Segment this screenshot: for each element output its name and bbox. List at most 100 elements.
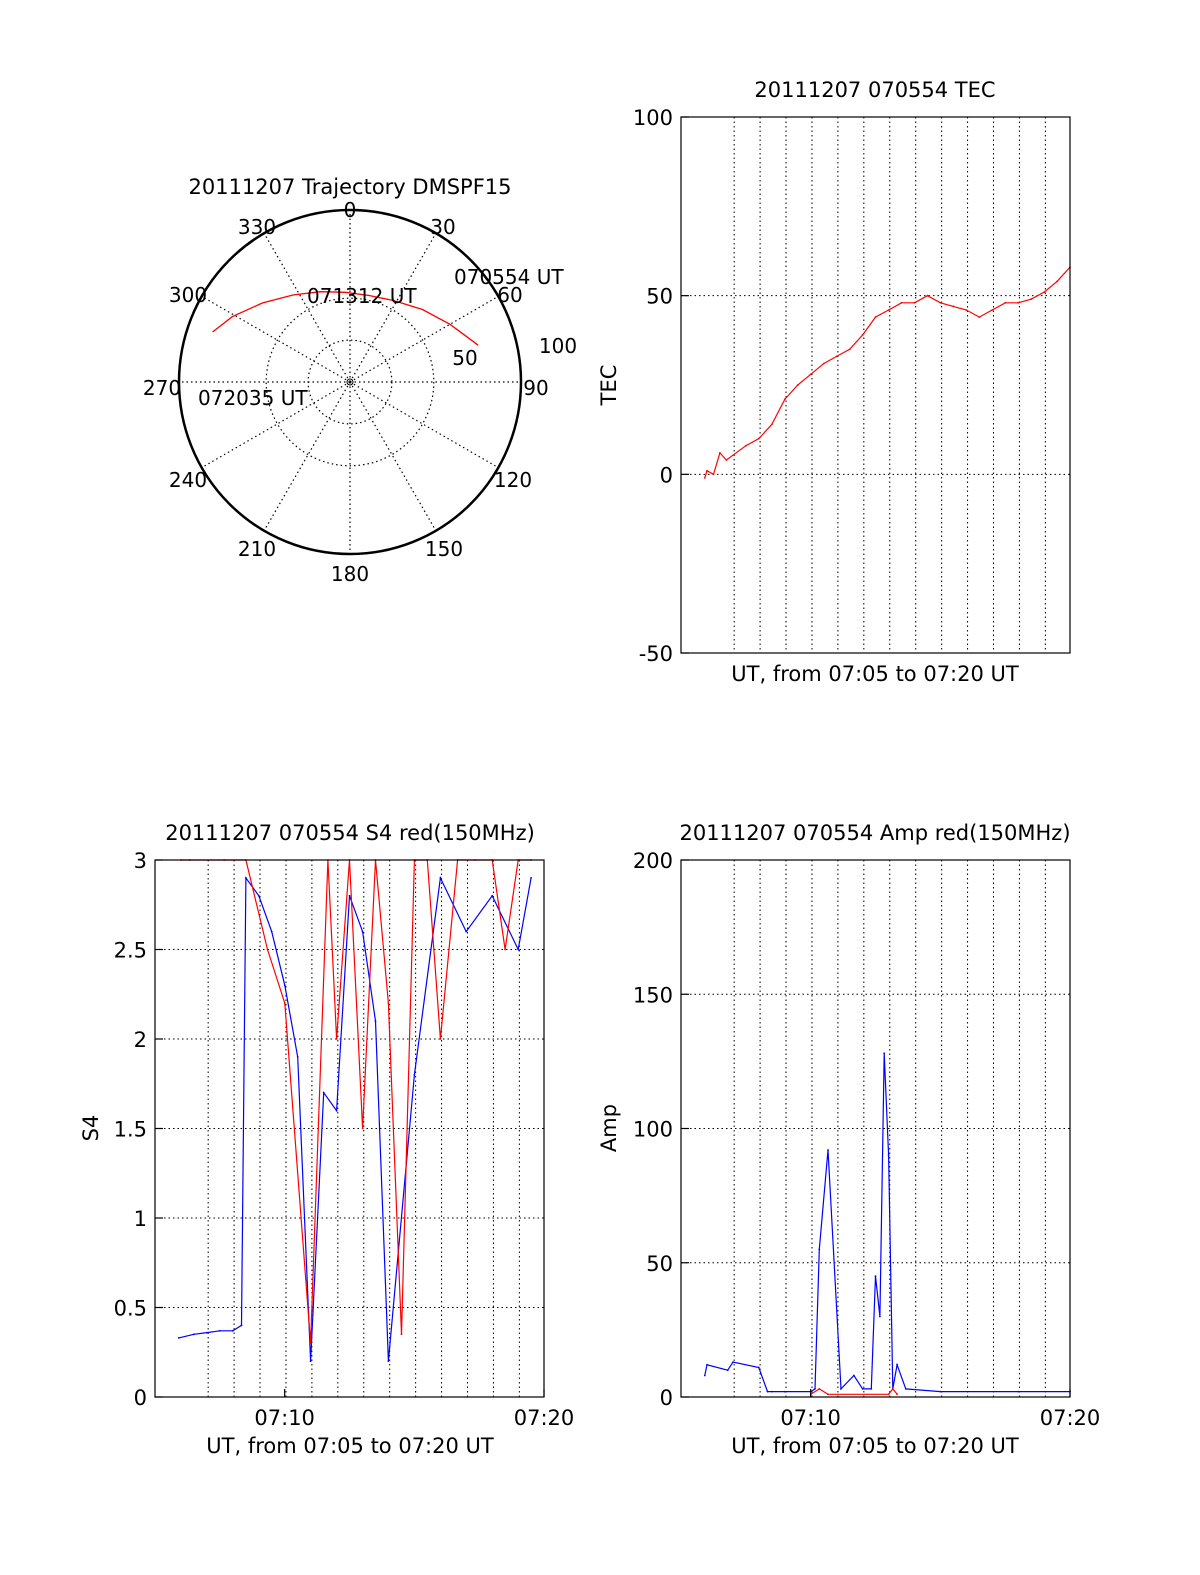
tec-data-point <box>783 398 786 401</box>
polar-grid-spoke <box>263 233 351 383</box>
amp-data-point <box>1017 1390 1020 1393</box>
polar-grid-spoke <box>201 295 351 383</box>
amp-data-point <box>706 1363 708 1366</box>
tec-data-point <box>1017 301 1020 304</box>
s4-data-point <box>240 1324 243 1327</box>
tec-series-line-0 <box>704 266 1071 479</box>
tec-data-point <box>725 459 728 461</box>
tec-title: 20111207 070554 TEC <box>754 78 995 102</box>
s4-data-point <box>206 1331 208 1334</box>
tec-data-point <box>900 301 903 304</box>
tec-ytick-label-0: 0 <box>660 463 673 487</box>
polar-angle-label-30: 30 <box>430 215 455 239</box>
polar-panel: 20111207 Trajectory DMSPF15 0 30 60 90 120 15… <box>143 175 577 586</box>
s4-data-point <box>361 930 364 933</box>
tec-data-point <box>745 444 747 447</box>
tec-data-point <box>848 348 851 351</box>
polar-angle-label-90: 90 <box>523 376 548 400</box>
polar-trajectory-series <box>212 291 479 346</box>
s4-ytick-label-0: 0 <box>134 1386 147 1410</box>
polar-angle-label-60: 60 <box>497 283 522 307</box>
tec-data-point <box>861 334 864 336</box>
s4-data-point <box>177 1337 180 1339</box>
s4-title: 20111207 070554 S4 red(150MHz) <box>165 821 535 845</box>
s4-data-point <box>309 1360 312 1363</box>
tec-data-point <box>965 309 968 311</box>
amp-ytick-label-0: 0 <box>660 1386 673 1410</box>
amp-data-point <box>879 1315 881 1318</box>
s4-data-point <box>348 894 351 897</box>
s4-x-axis-label: UT, from 07:05 to 07:20 UT <box>206 1434 494 1458</box>
amp-ytick-label-100: 100 <box>633 1118 673 1142</box>
amp-data-point <box>887 1393 890 1396</box>
s4-data-point <box>374 1020 377 1022</box>
amp-data-point <box>874 1275 877 1278</box>
amp-data-point <box>891 1388 894 1390</box>
amp-data-point <box>766 1390 769 1393</box>
tec-data-point <box>712 473 715 476</box>
polar-center-marker <box>346 378 354 386</box>
tec-plot-frame <box>680 116 1071 654</box>
polar-grid-spoke <box>201 381 351 469</box>
s4-data-point <box>413 1073 416 1076</box>
amp-title: 20111207 070554 Amp red(150MHz) <box>679 821 1070 845</box>
amp-series-line-0 <box>704 1053 1070 1393</box>
s4-ytick-label-2-5: 2.5 <box>114 939 147 963</box>
amp-data-point <box>783 1390 786 1393</box>
polar-grid-spoke <box>349 381 499 469</box>
tec-data-point <box>913 301 916 304</box>
tec-data-point <box>796 384 799 386</box>
amp-data-point <box>896 1393 898 1396</box>
polar-angle-label-180: 180 <box>331 562 369 586</box>
amp-data-point <box>814 1388 816 1390</box>
s4-data-point <box>387 1002 390 1005</box>
s4-data-point <box>335 1109 338 1112</box>
amp-data-point <box>771 1390 773 1393</box>
s4-data-point <box>465 930 468 933</box>
polar-annotation-mid: 071312 UT <box>307 284 417 308</box>
s4-data-point <box>530 877 532 879</box>
s4-data-point <box>387 1360 390 1363</box>
tec-data-point <box>952 305 955 308</box>
tec-ytick-label-50: 50 <box>646 285 673 309</box>
s4-data-point <box>361 1127 364 1130</box>
amp-data-point <box>904 1388 907 1390</box>
s4-data-point <box>219 1329 221 1332</box>
tec-data-point <box>939 301 942 304</box>
amp-data-point <box>887 1154 890 1157</box>
s4-y-ticks: 3 2.5 2 1.5 1 0.5 0 <box>114 849 163 1410</box>
s4-data-point <box>270 930 273 933</box>
polar-radial-label-50: 50 <box>452 346 477 370</box>
polar-angle-label-0: 0 <box>344 198 357 222</box>
tec-data-point <box>926 294 929 297</box>
s4-grid <box>155 860 544 1397</box>
s4-ytick-label-1-5: 1.5 <box>114 1118 147 1142</box>
tec-panel: 20111207 070554 TEC 100 50 0 -50 UT, from 0… <box>597 78 1071 686</box>
s4-data-point <box>245 877 247 879</box>
s4-data-point <box>193 1333 195 1336</box>
s4-data-point <box>283 1002 286 1005</box>
s4-xtick-label-07-10: 07:10 <box>254 1406 315 1430</box>
s4-data-point <box>309 1342 312 1345</box>
polar-grid-spoke <box>349 295 499 383</box>
amp-y-ticks: 200 150 100 50 0 <box>633 849 689 1410</box>
s4-data-point <box>296 1056 299 1058</box>
s4-data-point <box>257 894 260 897</box>
polar-angle-label-330: 330 <box>238 215 276 239</box>
amp-data-point <box>853 1374 855 1377</box>
tec-data-point <box>1004 301 1007 304</box>
amp-y-axis-label: Amp <box>597 1104 621 1152</box>
s4-x-ticks: 07:10 07:20 <box>254 1389 574 1430</box>
tec-data-point <box>757 437 760 440</box>
tec-data-point <box>991 309 994 311</box>
amp-grid <box>681 860 1070 1397</box>
tec-x-axis-label: UT, from 07:05 to 07:20 UT <box>731 662 1019 686</box>
amp-data-point <box>870 1388 873 1390</box>
amp-ytick-label-200: 200 <box>633 849 673 873</box>
tec-data-point <box>1043 291 1046 293</box>
s4-panel: 20111207 070554 S4 red(150MHz) 3 2.5 2 1.5 1… <box>79 821 574 1458</box>
s4-data-point <box>439 877 442 879</box>
tec-data-point <box>771 423 773 426</box>
polar-angle-label-300: 300 <box>169 283 207 307</box>
amp-data-point <box>861 1388 864 1390</box>
